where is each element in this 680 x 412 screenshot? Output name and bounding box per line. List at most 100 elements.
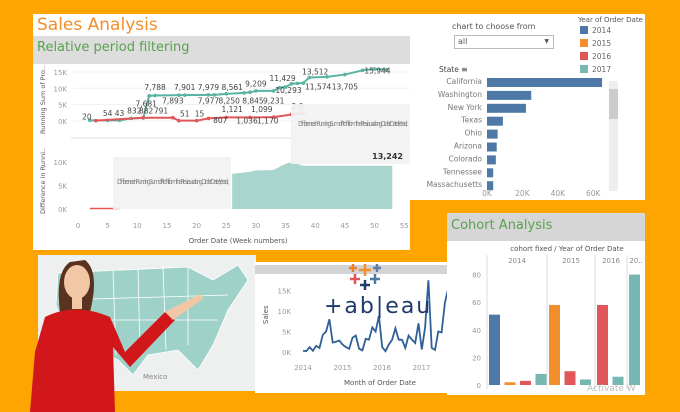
y-tick-label: 20 — [472, 354, 481, 362]
sort-icon: ≡ — [461, 65, 468, 74]
data-label: 11,429 — [269, 74, 295, 83]
state-bar — [487, 78, 602, 87]
data-label: 7,893 — [162, 96, 184, 105]
legend-swatch — [580, 39, 588, 47]
tableau-wordmark: +ab|eau — [324, 294, 432, 319]
state-label: California — [446, 77, 482, 86]
legend-item: 2017 — [592, 65, 611, 74]
cohort-bar — [489, 315, 500, 385]
data-point — [224, 92, 228, 96]
red-dress — [30, 310, 175, 412]
x-tick-label: 25 — [222, 222, 231, 230]
data-point — [343, 73, 347, 77]
data-label: 20 — [82, 113, 92, 122]
state-bar — [487, 91, 531, 100]
data-point — [147, 94, 151, 98]
x-tick-label: 50 — [370, 222, 379, 230]
y2-tick-label: 0K — [58, 206, 67, 214]
data-point — [177, 119, 181, 123]
state-label: Arizona — [454, 142, 482, 151]
tableau-crosses-icon — [320, 262, 390, 292]
state-bar — [487, 155, 496, 164]
state-bar — [487, 130, 498, 139]
state-panel: chart to choose from all▼ Year of Order … — [410, 14, 645, 200]
data-label: 1,036 — [236, 116, 258, 125]
cohort-bar — [549, 305, 560, 385]
data-label: 1,121 — [221, 105, 243, 114]
x-tick-label: 15 — [162, 222, 171, 230]
legend-swatch — [580, 52, 588, 60]
data-point — [195, 119, 199, 123]
neck — [72, 297, 82, 309]
relative-period-panel: Sales Analysis Relative period filtering… — [33, 14, 410, 250]
legend-title: Year of Order Date — [577, 16, 643, 24]
data-label: 13,512 — [302, 68, 328, 77]
x-tick-label: 10 — [133, 222, 142, 230]
tooltip-text: Difference in Running Sum of Profit from… — [117, 178, 229, 186]
y2-tick-label: 5K — [58, 183, 67, 191]
y-tick-label: 0K — [282, 349, 291, 357]
x-tick-label: 55 — [400, 222, 409, 230]
y-tick-label: 80 — [472, 272, 481, 280]
pointing-hand — [165, 294, 203, 320]
y-tick-label: 15K — [54, 69, 68, 77]
data-label: 7,979 — [198, 83, 220, 92]
data-label: 43 — [115, 109, 125, 118]
x-tick-label: 40 — [311, 222, 320, 230]
y-tick-label: 0 — [477, 382, 481, 390]
data-point — [171, 116, 175, 120]
data-label: 9,209 — [245, 80, 267, 89]
state-label: Colorado — [448, 154, 482, 163]
y-tick-label: 5K — [58, 102, 67, 110]
cohort-bar — [520, 381, 531, 385]
legend-swatch — [580, 65, 588, 73]
x-tick-label: 5 — [105, 222, 109, 230]
x-axis-title: Month of Order Date — [344, 379, 416, 387]
group-label: 2014 — [508, 257, 526, 265]
y-tick-label: 15K — [278, 288, 292, 296]
watermark: Activate W — [587, 384, 636, 394]
state-bar — [487, 117, 503, 126]
y-axis-title: Running Sum of Pro.. — [39, 66, 47, 134]
state-bar — [487, 168, 493, 177]
y-tick-label: 40 — [472, 327, 481, 335]
legend-item: 2015 — [592, 39, 611, 48]
data-point — [254, 89, 258, 93]
y2-tick-label: 10K — [54, 159, 68, 167]
data-label: 9,231 — [263, 96, 285, 105]
data-label: 15 — [195, 110, 205, 119]
legend-swatch — [580, 26, 588, 34]
data-label: 7,901 — [174, 83, 196, 92]
data-label: 7,977 — [198, 96, 220, 105]
data-point — [248, 90, 252, 94]
x-tick-label: 20 — [192, 222, 201, 230]
data-point — [141, 116, 145, 120]
group-label: 2016 — [602, 257, 620, 265]
cohort-header-label: cohort fixed / Year of Order Date — [510, 245, 623, 253]
legend-item: 2014 — [592, 26, 611, 35]
data-label: 7,788 — [144, 83, 166, 92]
x-tick-label: 2014 — [294, 364, 312, 372]
data-point — [153, 94, 157, 98]
data-label: 15,944 — [364, 67, 390, 76]
data-label: 807 — [213, 116, 228, 125]
x-tick-label: 35 — [281, 222, 290, 230]
scrollbar-thumb[interactable] — [609, 89, 618, 119]
cohort-bar — [565, 371, 576, 385]
data-point — [296, 82, 300, 86]
state-label: Tennessee — [442, 167, 482, 176]
cohort-chart: cohort fixed / Year of Order Date 2014 201… — [447, 213, 645, 395]
data-label: 8,561 — [221, 83, 243, 92]
y-tick-label: 5K — [282, 329, 291, 337]
presenter-woman-image — [15, 242, 215, 412]
y-axis-title: Sales — [262, 305, 270, 324]
x-tick-label: 2017 — [413, 364, 431, 372]
x-tick-label: 2016 — [373, 364, 391, 372]
state-label: Texas — [460, 116, 482, 125]
x-tick-label: 60K — [586, 189, 602, 198]
data-label: 51 — [180, 110, 190, 119]
state-label: Massachusetts — [427, 180, 483, 189]
group-label: 20.. — [629, 257, 642, 265]
state-label: Washington — [438, 90, 482, 99]
